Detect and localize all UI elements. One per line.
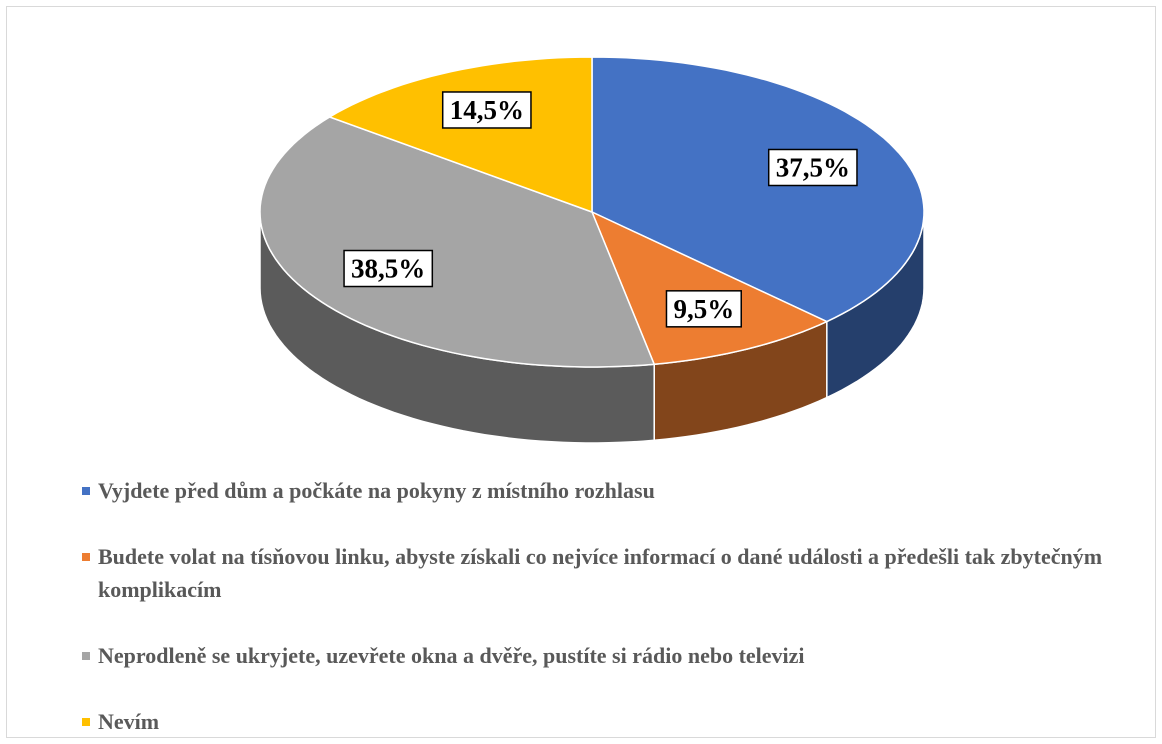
data-label: 38,5% [343, 249, 434, 288]
data-label-text: 37,5% [776, 152, 850, 182]
pie-slice [590, 210, 829, 366]
legend-label: Nevím [98, 709, 160, 734]
data-label-text: 38,5% [351, 254, 425, 284]
data-label-text: 14,5% [450, 95, 524, 125]
legend-item: Neprodleně se ukryjete, uzevřete okna a … [80, 639, 1140, 672]
legend-swatch [82, 718, 90, 726]
legend: Vyjdete před dům a počkáte na pokyny z m… [80, 474, 1140, 744]
legend-label: Budete volat na tísňovou linku, abyste z… [98, 544, 1103, 602]
legend-swatch [82, 553, 90, 561]
legend-label: Vyjdete před dům a počkáte na pokyny z m… [98, 478, 655, 503]
data-label-box [441, 91, 532, 129]
data-label: 14,5% [441, 91, 532, 129]
chart-frame [6, 6, 1156, 738]
pie-slice [259, 116, 656, 368]
data-label-box [767, 148, 858, 187]
pie-slice [591, 56, 925, 323]
legend-item: Budete volat na tísňovou linku, abyste z… [80, 540, 1140, 606]
legend-item: Nevím [80, 705, 1140, 738]
data-label-text: 9,5% [673, 294, 734, 324]
legend-swatch [82, 652, 90, 660]
data-label-box [343, 249, 434, 288]
data-label: 9,5% [665, 290, 742, 328]
data-label: 37,5% [767, 148, 858, 187]
legend-swatch [82, 487, 90, 495]
legend-item: Vyjdete před dům a počkáte na pokyny z m… [80, 474, 1140, 507]
legend-label: Neprodleně se ukryjete, uzevřete okna a … [98, 643, 805, 668]
data-label-box [665, 290, 742, 328]
